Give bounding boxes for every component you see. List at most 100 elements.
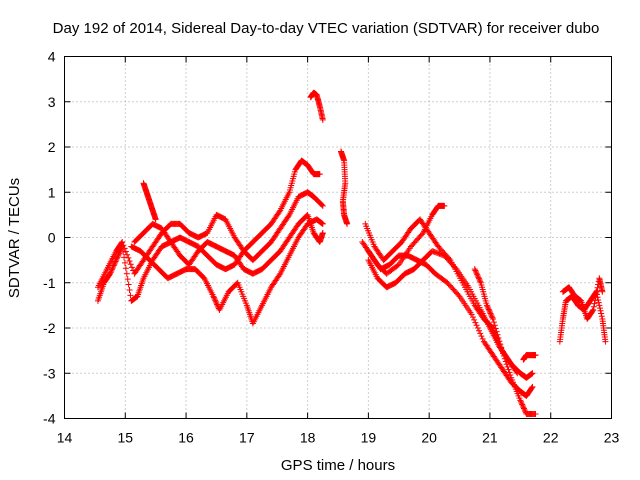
data-point: [602, 338, 609, 345]
data-point: [488, 311, 495, 318]
data-point: [475, 274, 482, 281]
data-point: [211, 296, 218, 303]
axis-ticks: [64, 56, 612, 419]
data-point: [110, 263, 117, 270]
data-point: [477, 278, 484, 285]
data-point: [479, 335, 486, 342]
y-axis-tick-labels: 4 3 2 1 0 -1 -2 -3 -4: [43, 49, 56, 427]
x-axis-label: GPS time / hours: [281, 457, 395, 474]
data-point: [502, 358, 509, 365]
data-point: [124, 276, 131, 283]
x-tick-label: 23: [604, 430, 620, 446]
data-point: [598, 310, 605, 317]
data-point: [318, 201, 325, 208]
data-point: [505, 366, 512, 373]
data-point: [476, 275, 483, 282]
data-point: [591, 300, 598, 307]
data-point: [489, 315, 496, 322]
data-point: [121, 245, 128, 252]
data-point: [487, 310, 494, 317]
series-2: [94, 189, 326, 291]
data-point: [501, 355, 508, 362]
data-point: [107, 269, 114, 276]
data-point: [126, 258, 133, 265]
data-point: [276, 272, 283, 279]
data-point: [474, 271, 481, 278]
data-point: [126, 286, 133, 293]
data-point: [485, 305, 492, 312]
data-point: [418, 231, 425, 238]
x-tick-label: 14: [57, 430, 73, 446]
data-point: [486, 309, 493, 316]
data-point: [471, 266, 478, 273]
data-point: [593, 291, 600, 298]
data-point: [471, 316, 478, 323]
series-3: [128, 216, 326, 327]
data-point: [128, 264, 135, 271]
data-point: [122, 265, 129, 272]
data-point: [597, 307, 604, 314]
y-tick-label: -1: [43, 275, 56, 291]
y-tick-label: -2: [43, 320, 56, 336]
data-point: [485, 306, 492, 313]
data-point: [285, 213, 292, 220]
data-point: [519, 402, 526, 409]
data-point: [319, 220, 326, 227]
data-point: [504, 363, 511, 370]
data-point: [499, 347, 506, 354]
series-6: [307, 89, 326, 123]
data-point: [127, 292, 134, 299]
data-point: [344, 220, 351, 227]
data-point: [497, 341, 504, 348]
data-point: [211, 294, 218, 301]
data-point: [521, 406, 528, 413]
data-point: [127, 261, 134, 268]
data-point: [496, 338, 503, 345]
series-14: [556, 288, 609, 345]
data-point: [478, 333, 485, 340]
data-point: [214, 301, 221, 308]
data-point: [532, 410, 539, 417]
data-point: [477, 330, 484, 337]
series-15: [559, 275, 606, 322]
data-point: [483, 302, 490, 309]
x-tick-label: 22: [543, 430, 559, 446]
data-point: [520, 404, 527, 411]
data-point: [213, 300, 220, 307]
data-point: [474, 272, 481, 279]
data-point: [498, 344, 505, 351]
y-tick-label: 3: [48, 94, 56, 110]
y-tick-label: 2: [48, 139, 56, 155]
data-point: [518, 400, 525, 407]
data-point: [517, 397, 524, 404]
x-tick-label: 15: [117, 430, 133, 446]
data-point: [492, 325, 499, 332]
data-point: [212, 298, 219, 305]
series-10: [365, 248, 521, 377]
data-point: [474, 325, 481, 331]
data-point: [484, 303, 491, 310]
series-4: [131, 211, 326, 277]
series-13: [520, 352, 539, 363]
y-tick-label: 0: [48, 230, 56, 246]
data-point: [107, 270, 114, 277]
data-point: [109, 265, 116, 272]
y-tick-label: -3: [43, 365, 56, 381]
series-1: [94, 157, 323, 304]
data-point: [596, 302, 603, 309]
data-point: [316, 171, 323, 178]
data-point: [122, 248, 129, 255]
data-point: [210, 293, 217, 300]
data-point: [519, 401, 526, 408]
data-point: [276, 208, 283, 215]
data-point: [468, 311, 475, 318]
series-5: [140, 180, 159, 223]
data-point: [124, 251, 131, 258]
data-point: [589, 307, 596, 314]
series-11: [365, 202, 448, 277]
y-tick-label: -4: [43, 411, 56, 427]
data-point: [319, 116, 326, 123]
data-point: [472, 267, 479, 274]
data-point: [469, 314, 476, 321]
